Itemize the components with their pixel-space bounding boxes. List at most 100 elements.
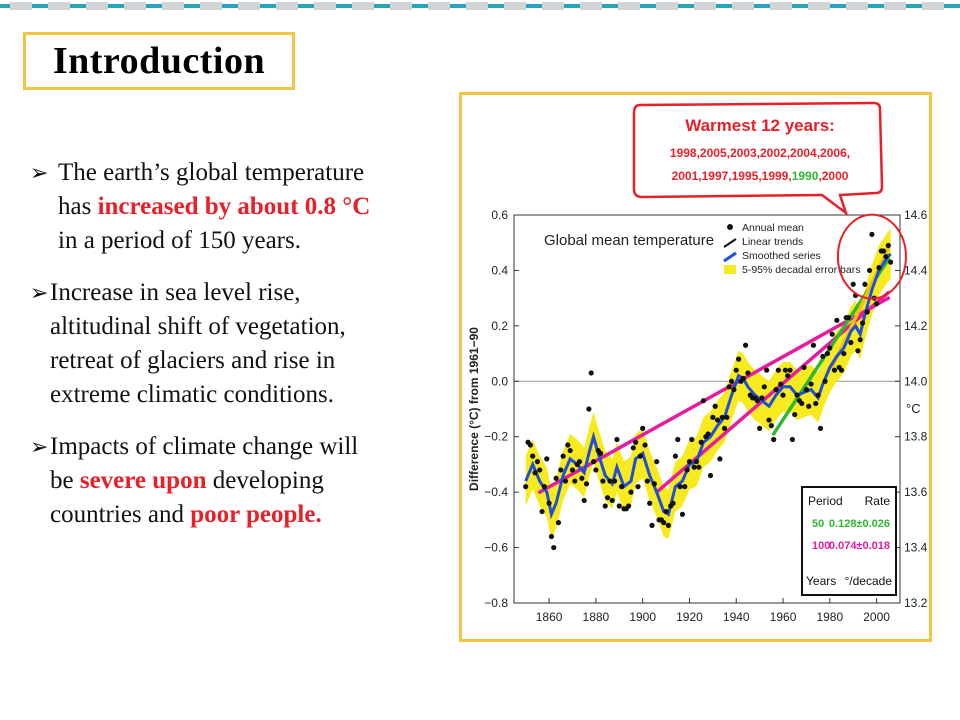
smoothed-series-line: [524, 252, 892, 520]
y2-tick-label: 13.8: [904, 430, 928, 444]
annual-mean-point: [808, 381, 814, 387]
annual-mean-point: [775, 367, 781, 373]
annual-mean-point: [714, 417, 721, 423]
annual-mean-point: [726, 384, 732, 390]
annual-mean-point: [530, 453, 536, 459]
annual-mean-point: [757, 425, 763, 431]
callout-years-line-1: 1998,2005,2003,2002,2004,2006,: [670, 146, 850, 160]
legend-entry: Smoothed series: [742, 250, 821, 262]
x-tick-label: 1880: [583, 610, 610, 624]
annual-mean-point: [759, 395, 765, 401]
annual-mean-point: [642, 442, 648, 448]
border-segment: [124, 2, 146, 10]
bullet-item-2: ➢ Increase in sea level rise, altitudina…: [30, 276, 470, 412]
annual-mean-point: [523, 484, 529, 490]
annual-mean-point: [773, 387, 779, 393]
annual-mean-point: [551, 544, 557, 551]
annual-mean-point: [588, 370, 594, 376]
border-segment: [428, 2, 450, 10]
annual-mean-point: [586, 406, 592, 412]
annual-mean-point: [633, 439, 639, 445]
annual-mean-point: [733, 367, 739, 373]
annual-mean-point: [782, 367, 788, 373]
annual-mean-point: [611, 478, 618, 484]
highlight-text: severe upon: [79, 467, 207, 494]
annual-mean-point: [665, 522, 671, 528]
chart-frame: −0.8 −0.6 −0.4 −0.2 0.0 0.2 0.4 0.6 13.2 13.4 13.6…: [459, 92, 932, 642]
border-segment: [390, 2, 412, 10]
annual-mean-point: [724, 414, 730, 420]
bullet-text: altitudinal shift of vegetation,: [50, 313, 346, 340]
annual-mean-point: [780, 392, 786, 398]
annual-mean-point: [541, 484, 548, 490]
border-segment: [922, 2, 944, 10]
annual-mean-point: [792, 411, 798, 418]
annual-mean-point: [771, 436, 777, 443]
x-tick-label: 1920: [676, 610, 703, 624]
annual-mean-point: [640, 425, 646, 431]
bullet-3-line-3: countries and poor people.: [30, 498, 470, 532]
y-tick-label: −0.4: [484, 485, 508, 499]
annual-mean-point: [827, 345, 833, 351]
annual-mean-point: [609, 497, 615, 504]
annual-mean-point: [558, 467, 564, 473]
annual-mean-point: [785, 373, 791, 379]
linear-trend-line-100: [654, 290, 891, 494]
annual-mean-point: [829, 331, 835, 337]
bullet-1-line-2: has increased by about 0.8 °C: [30, 190, 470, 224]
x-tick-label: 1860: [536, 610, 563, 624]
annual-mean-point: [614, 436, 620, 443]
arrow-bullet-icon: ➢: [30, 160, 49, 185]
annual-mean-point: [619, 484, 625, 490]
bullet-text: countries and: [50, 501, 191, 528]
annual-mean-point: [579, 475, 585, 481]
annual-mean-point: [672, 453, 679, 459]
x-tick-label: 2000: [863, 610, 890, 624]
annual-mean-point: [684, 467, 690, 473]
annual-mean-point: [707, 472, 714, 479]
border-segment: [846, 2, 868, 10]
border-segment: [200, 2, 222, 10]
x-tick-label: 1960: [770, 610, 797, 624]
annual-mean-point: [630, 445, 636, 451]
annual-mean-point: [651, 481, 657, 487]
annual-mean-point: [637, 453, 643, 459]
callout-year-part: 2001,1997,1995,1999,: [672, 169, 792, 183]
border-segment: [770, 2, 792, 10]
highlight-text: increased by about 0.8 °C: [97, 193, 371, 220]
border-segment: [808, 2, 830, 10]
border-segment: [10, 2, 32, 10]
annual-mean-point: [607, 478, 613, 484]
annual-mean-point: [754, 398, 760, 404]
annual-mean-point: [820, 353, 826, 359]
annual-mean-point: [817, 425, 824, 431]
annual-mean-point: [527, 442, 533, 448]
callout-title: Warmest 12 years:: [685, 116, 835, 135]
annual-mean-point: [546, 500, 552, 506]
annual-mean-point: [590, 459, 597, 465]
bullet-1-line-3: in a period of 150 years.: [30, 224, 470, 258]
plot-area-border: [513, 214, 901, 604]
annual-mean-point: [553, 475, 559, 481]
border-segment: [884, 2, 906, 10]
annual-mean-point: [789, 436, 795, 443]
rate-table-period: 100: [812, 540, 830, 552]
bullet-text: extreme climatic conditions.: [50, 381, 334, 408]
annual-mean-point: [721, 425, 728, 431]
chart-title: Global mean temperature: [544, 232, 714, 249]
annotation-callout-bubble: [632, 101, 884, 217]
legend-entry: Linear trends: [742, 236, 803, 248]
bullet-3-line-2: be severe upon developing: [30, 464, 470, 498]
annual-mean-point: [548, 533, 555, 540]
y-tick-label: −0.8: [484, 596, 508, 610]
rate-table-period: 50: [812, 518, 824, 530]
border-segment: [732, 2, 754, 10]
annual-mean-point: [537, 467, 543, 473]
legend-marker-linear-trends: [723, 238, 737, 248]
legend-entry: Annual mean: [742, 222, 804, 234]
bullet-2-line-1: Increase in sea level rise,: [30, 276, 470, 310]
arrow-bullet-icon: ➢: [30, 280, 49, 305]
annual-mean-point: [576, 459, 583, 465]
callout-years-line-2: 2001,1997,1995,1999,1990,2000: [672, 169, 849, 183]
y2-tick-label: 14.2: [904, 319, 928, 333]
